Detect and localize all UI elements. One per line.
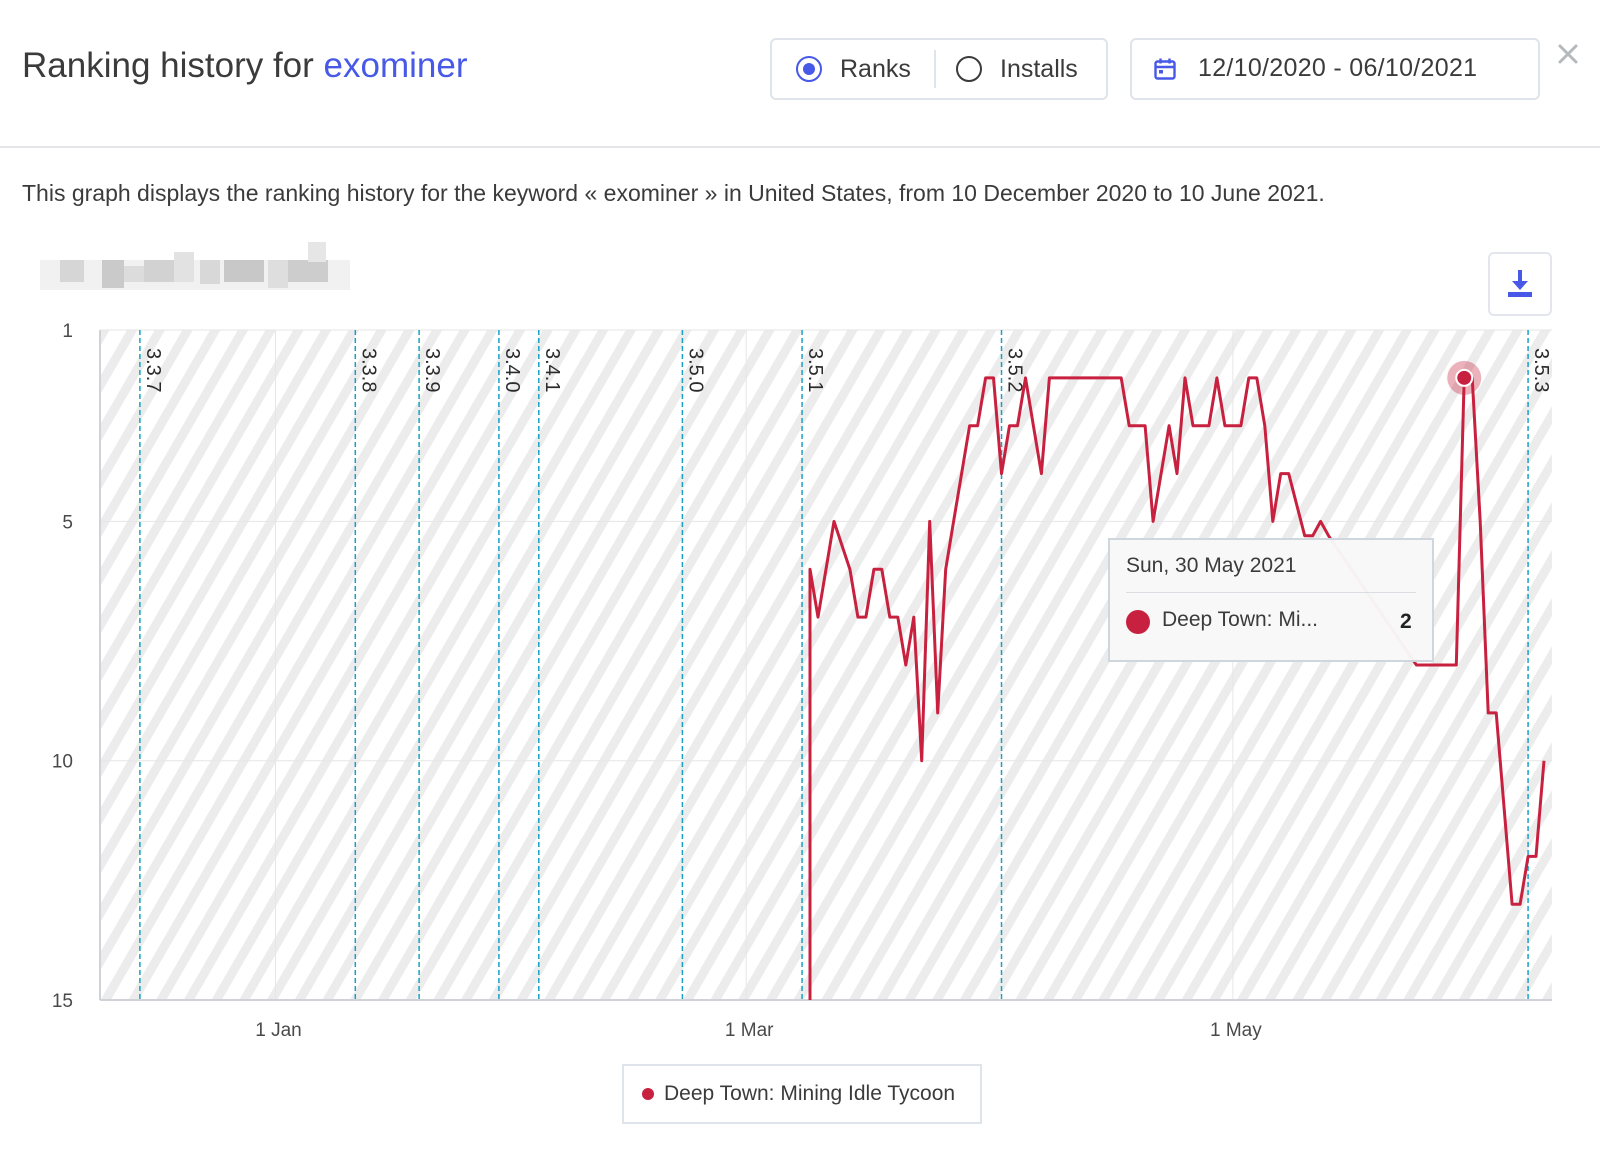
chart-description: This graph displays the ranking history … [22, 180, 1325, 206]
blurred-app-name [40, 242, 350, 290]
tooltip-series-marker [1126, 610, 1150, 634]
release-label: 3.4.0 [501, 348, 523, 392]
x-tick-label: 1 Mar [725, 1020, 774, 1040]
installs-radio[interactable] [956, 56, 982, 82]
title-prefix: Ranking history for [22, 46, 314, 85]
download-icon [1508, 270, 1532, 297]
title-keyword: exominer [323, 46, 468, 85]
installs-label: Installs [1000, 54, 1078, 83]
release-label: 3.5.0 [684, 348, 706, 392]
y-tick-label: 15 [52, 991, 73, 1012]
y-tick-label: 1 [62, 321, 73, 342]
legend-marker [642, 1088, 654, 1100]
release-label: 3.5.3 [1530, 348, 1552, 392]
y-tick-label: 10 [52, 752, 73, 773]
release-label: 3.3.7 [142, 348, 164, 392]
toggle-divider [934, 50, 936, 88]
ranking-chart: 3.3.7 3.3.8 3.3.9 3.4.0 3.4.1 3.5.0 3.5.1 3.5.2… [52, 321, 1552, 1040]
highlight-point[interactable] [1455, 368, 1474, 387]
tooltip-value: 2 [1400, 610, 1412, 633]
tooltip-divider [1126, 592, 1416, 593]
close-icon[interactable] [1554, 40, 1582, 68]
page-title: Ranking history for exominer [22, 46, 467, 86]
ranks-radio[interactable] [796, 56, 822, 82]
download-button[interactable] [1488, 252, 1552, 316]
legend-label: Deep Town: Mining Idle Tycoon [664, 1082, 956, 1105]
x-tick-label: 1 Jan [255, 1020, 301, 1040]
y-tick-label: 5 [62, 512, 73, 533]
release-label: 3.5.1 [804, 348, 826, 392]
chart-tooltip: Sun, 30 May 2021 Deep Town: Mi... 2 [1108, 538, 1434, 662]
date-range-value: 12/10/2020 - 06/10/2021 [1198, 54, 1478, 82]
calendar-icon [1154, 58, 1176, 80]
ranks-installs-toggle: Ranks Installs [770, 38, 1108, 100]
release-label: 3.3.8 [357, 348, 379, 392]
release-label: 3.4.1 [541, 348, 563, 392]
modal-header: Ranking history for exominer Ranks Insta… [0, 0, 1600, 148]
ranks-option[interactable]: Ranks [796, 40, 911, 98]
plot-background [100, 330, 1552, 1000]
installs-option[interactable]: Installs [956, 40, 1078, 98]
series-line[interactable] [808, 376, 1546, 1000]
x-tick-label: 1 May [1210, 1020, 1262, 1040]
tooltip-series-name: Deep Town: Mi... [1162, 608, 1319, 631]
date-range-picker[interactable]: 12/10/2020 - 06/10/2021 [1130, 38, 1540, 100]
ranks-label: Ranks [840, 54, 911, 83]
release-label: 3.5.2 [1004, 348, 1026, 392]
tooltip-date: Sun, 30 May 2021 [1126, 554, 1297, 577]
release-label: 3.3.9 [421, 348, 443, 392]
chart-legend[interactable]: Deep Town: Mining Idle Tycoon [622, 1064, 982, 1124]
